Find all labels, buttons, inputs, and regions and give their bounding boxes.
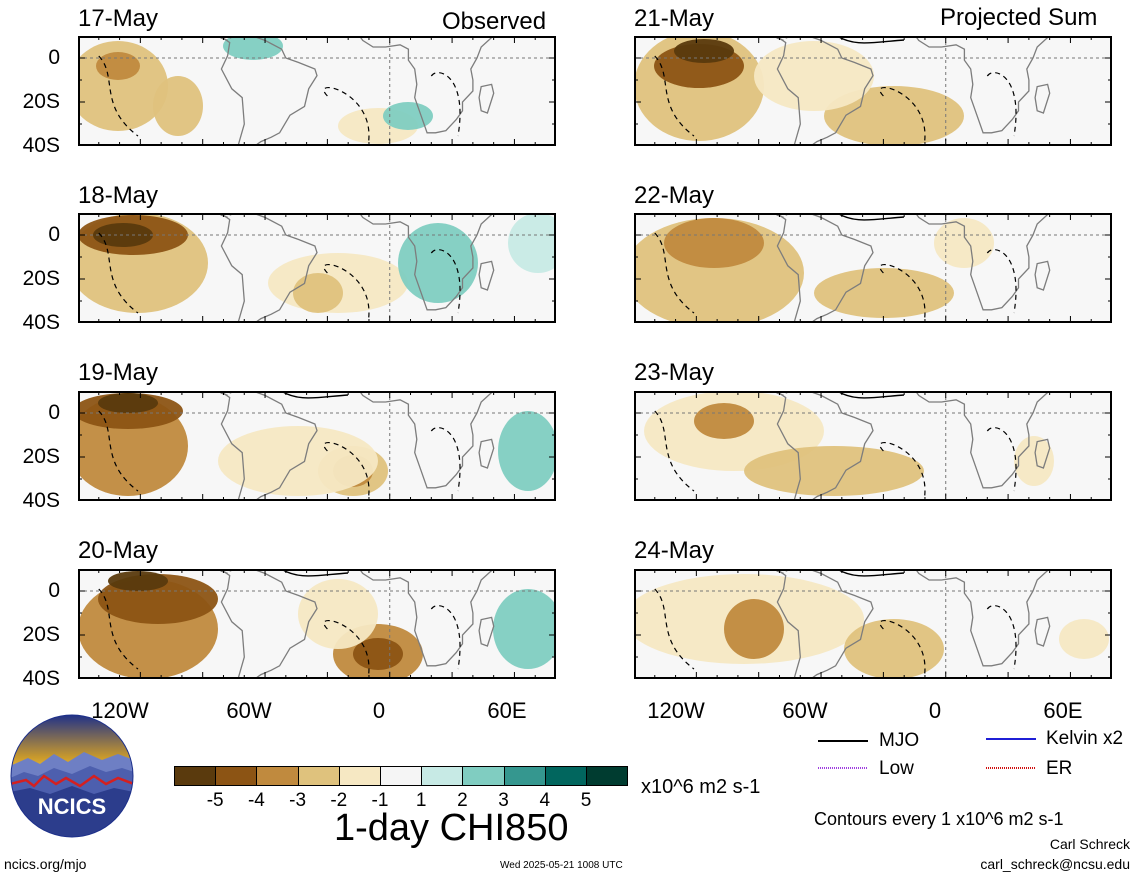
lon-label-120w: 120W: [647, 698, 705, 723]
legend-lines: [818, 738, 1036, 769]
lat-label-0: 0: [48, 579, 60, 602]
panel-title-21-may: 21-May: [634, 5, 715, 32]
panel-title-23-may: 23-May: [634, 359, 715, 386]
colorbar-tick-label: -3: [289, 790, 307, 811]
colorbar-tick-label: 1: [415, 790, 427, 811]
colorbar-tick-label: -4: [247, 790, 265, 811]
ncics-logo: NCICS: [10, 714, 134, 838]
lon-label-60e: 60E: [1043, 698, 1083, 723]
lat-label-40s: 40S: [22, 489, 60, 512]
lat-label-20s: 20S: [22, 445, 60, 468]
colorbar-tick-label: -1: [371, 790, 389, 811]
colorbar-swatch: [544, 766, 587, 786]
colorbar-swatch: [174, 766, 217, 786]
legend-mjo: MJO: [879, 730, 920, 751]
colorbar-swatch: [503, 766, 546, 786]
colorbar-swatch: [215, 766, 258, 786]
legend-low: Low: [879, 758, 914, 779]
colorbar-swatch: [421, 766, 464, 786]
lat-label-40s: 40S: [22, 311, 60, 334]
map-panel-24-may: [634, 569, 1112, 679]
map-panel-17-may: [78, 36, 556, 146]
legend-er: ER: [1046, 758, 1073, 779]
colorbar-tick-label: 4: [539, 790, 551, 811]
lat-label-0: 0: [48, 401, 60, 424]
colorbar-swatch: [256, 766, 299, 786]
colorbar-tick-label: -2: [330, 790, 348, 811]
lon-label-60w: 60W: [782, 698, 828, 723]
lat-label-20s: 20S: [22, 267, 60, 290]
map-panel-21-may: [634, 36, 1112, 146]
colorbar-units: x10^6 m2 s-1: [641, 776, 761, 798]
logo-text: NCICS: [38, 794, 106, 819]
map-panel-22-may: [634, 213, 1112, 323]
panel-title-17-may: 17-May: [78, 5, 159, 32]
map-panel-18-may: [78, 213, 556, 323]
timestamp: Wed 2025-05-21 1008 UTC: [500, 860, 623, 871]
author-email: carl_schreck@ncsu.edu: [980, 856, 1130, 872]
map-panel-20-may: [78, 569, 556, 679]
lon-label-0: 0: [928, 698, 942, 723]
lon-label-60w: 60W: [226, 698, 272, 723]
colorbar-tick-label: 2: [457, 790, 468, 811]
author-name: Carl Schreck: [1049, 836, 1130, 852]
lat-label-20s: 20S: [22, 90, 60, 113]
colorbar-swatch: [586, 766, 629, 786]
lon-label-120w: 120W: [91, 698, 149, 723]
colorbar-swatch: [380, 766, 423, 786]
colorbar-tick-label: 5: [580, 790, 592, 811]
panel-title-22-may: 22-May: [634, 182, 715, 209]
panel-title-19-may: 19-May: [78, 359, 159, 386]
lon-label-0: 0: [372, 698, 386, 723]
website-link[interactable]: ncics.org/mjo: [4, 856, 87, 872]
colorbar-tick-label: -5: [206, 790, 224, 811]
colorbar-swatch: [338, 766, 381, 786]
panel-title-18-may: 18-May: [78, 182, 159, 209]
map-panel-19-may: [78, 391, 556, 501]
chart-title: 1-day CHI850: [334, 807, 569, 849]
observed-header: Observed: [442, 8, 547, 35]
lat-label-0: 0: [48, 46, 60, 69]
lon-label-60e: 60E: [487, 698, 527, 723]
lat-label-20s: 20S: [22, 623, 60, 646]
lat-label-40s: 40S: [22, 667, 60, 690]
panel-title-20-may: 20-May: [78, 537, 159, 564]
contour-note: Contours every 1 x10^6 m2 s-1: [814, 809, 1064, 829]
lat-label-40s: 40S: [22, 134, 60, 157]
legend-kelvin: Kelvin x2: [1046, 728, 1124, 749]
colorbar-swatch: [297, 766, 340, 786]
panel-title-24-may: 24-May: [634, 537, 715, 564]
projected-header: Projected Sum: [940, 4, 1098, 31]
colorbar-tick-label: 3: [498, 790, 509, 811]
colorbar-swatch: [462, 766, 505, 786]
map-panel-23-may: [634, 391, 1112, 501]
lat-label-0: 0: [48, 223, 60, 246]
